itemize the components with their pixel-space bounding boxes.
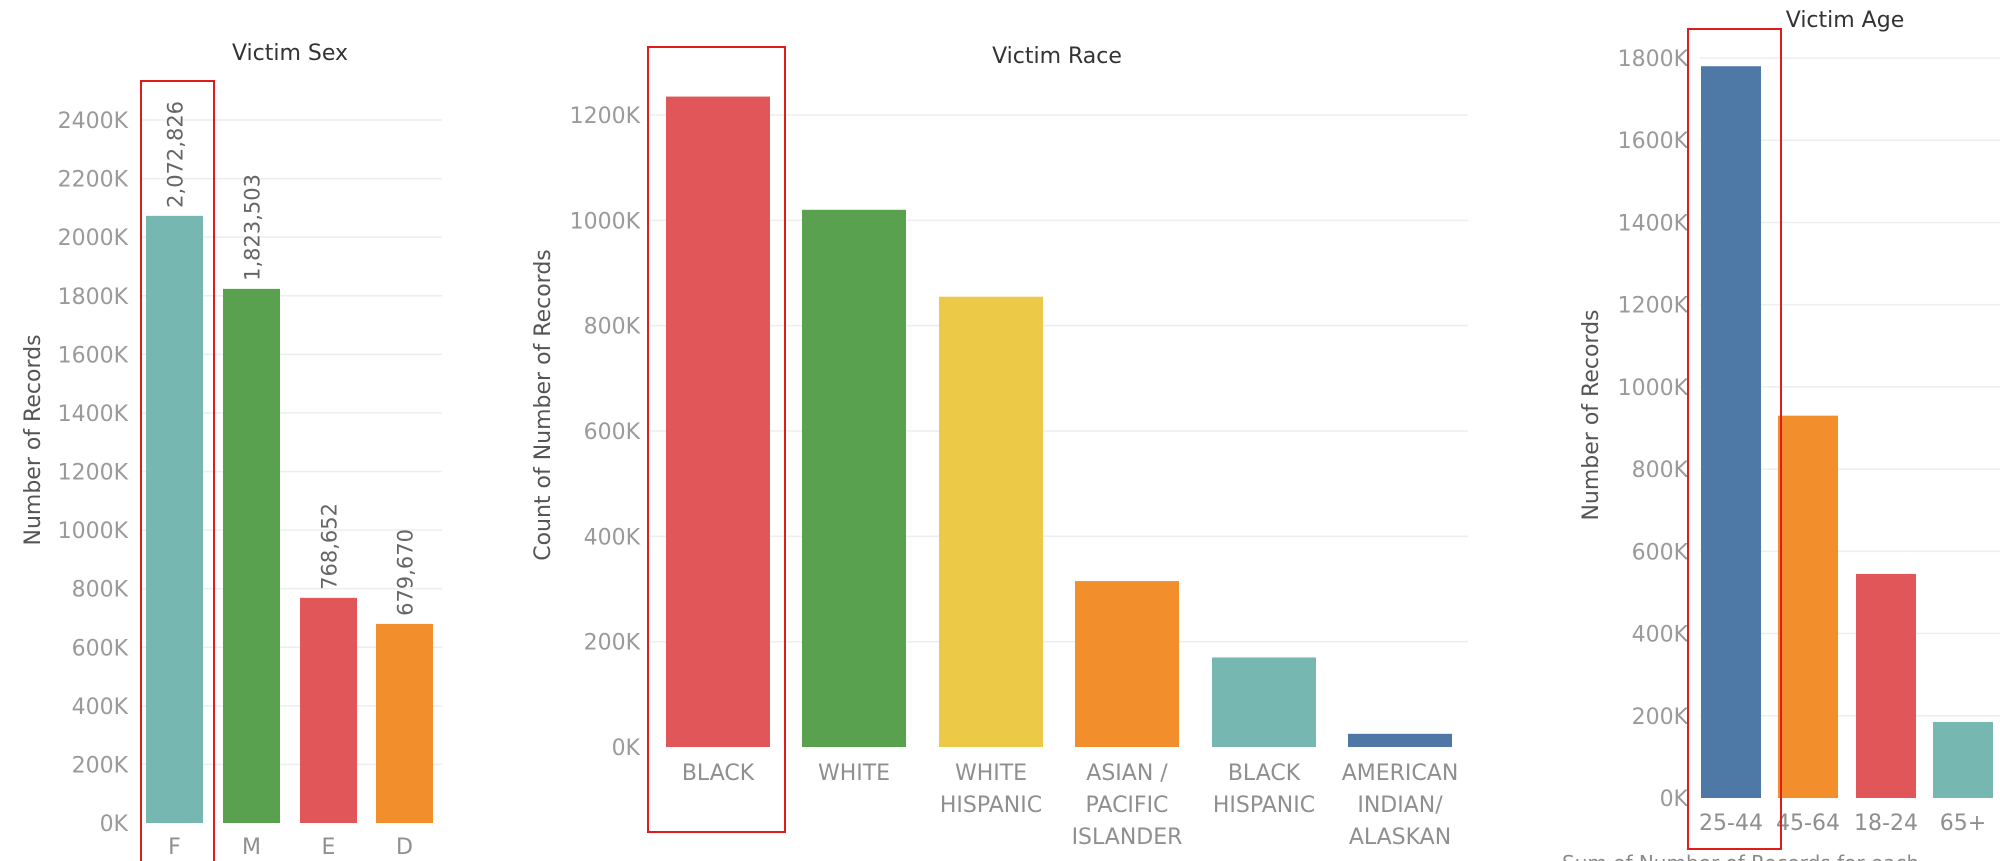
y-tick-label: 800K — [72, 578, 129, 603]
y-tick-label: 800K — [1632, 458, 1689, 483]
bar[interactable] — [1212, 657, 1316, 747]
y-tick-label: 200K — [1632, 705, 1689, 730]
bar[interactable] — [300, 597, 357, 823]
y-tick-label: 600K — [584, 420, 641, 445]
category-label: M — [242, 835, 261, 860]
y-tick-label: 1000K — [58, 519, 129, 544]
bar[interactable] — [1701, 66, 1761, 798]
chart-age: 0K 200K 400K 600K 800K 1000K 1200K 1400K 1600K 18… — [1562, 8, 2000, 861]
category-label: AMERICAN — [1342, 761, 1459, 786]
y-tick-label: 2400K — [58, 109, 129, 134]
category-label: 18-24 — [1854, 811, 1918, 836]
chart-title: Victim Sex — [232, 41, 348, 66]
category-label: PACIFIC — [1086, 793, 1169, 818]
category-label: HISPANIC — [1213, 793, 1315, 818]
y-tick-label: 1800K — [1618, 47, 1689, 72]
bar[interactable] — [802, 209, 906, 748]
y-tick-label: 0K — [612, 736, 641, 761]
y-tick-label: 800K — [584, 315, 641, 340]
y-tick-label: 1600K — [58, 343, 129, 368]
chart-title: Victim Race — [992, 44, 1122, 69]
y-tick-label: 200K — [72, 753, 129, 778]
category-label: 25-44 — [1699, 811, 1763, 836]
chart-race: 0K 200K 400K 600K 800K 1000K 1200K Victim Race C… — [531, 44, 1468, 850]
bar[interactable] — [1075, 581, 1179, 747]
highlight-box — [647, 46, 786, 833]
bar[interactable] — [939, 296, 1043, 747]
highlight-box — [140, 80, 215, 861]
category-label: BLACK — [1228, 761, 1301, 786]
y-tick-label: 1200K — [58, 461, 129, 486]
footer-note: Sum of Number of Records for each — [1562, 851, 1919, 861]
y-tick-label: 1000K — [1618, 376, 1689, 401]
y-tick-label: 1800K — [58, 285, 129, 310]
y-tick-label: 600K — [1632, 540, 1689, 565]
bar[interactable] — [223, 288, 280, 823]
highlight-box — [1687, 28, 1782, 850]
category-label: ALASKAN — [1349, 825, 1451, 850]
value-label: 1,823,503 — [241, 174, 265, 281]
y-tick-label: 1400K — [58, 402, 129, 427]
category-label: WHITE — [955, 761, 1027, 786]
y-tick-label: 200K — [584, 631, 641, 656]
category-label: WHITE — [818, 761, 890, 786]
y-tick-label: 400K — [72, 695, 129, 720]
bar[interactable] — [1778, 415, 1838, 798]
category-label: 45-64 — [1776, 811, 1840, 836]
y-tick-label: 1200K — [1618, 294, 1689, 319]
bar[interactable] — [666, 96, 770, 748]
chart-title: Victim Age — [1786, 8, 1905, 33]
y-tick-label: 1000K — [570, 209, 641, 234]
bar[interactable] — [146, 215, 203, 823]
category-label: BLACK — [682, 761, 755, 786]
value-label: 679,670 — [394, 529, 418, 616]
y-tick-label: 600K — [72, 636, 129, 661]
bar[interactable] — [1856, 573, 1916, 798]
category-label: HISPANIC — [940, 793, 1042, 818]
y-tick-label: 2000K — [58, 226, 129, 251]
y-tick-label: 1400K — [1618, 211, 1689, 236]
y-axis-label: Count of Number of Records — [531, 249, 556, 561]
y-axis-label: Number of Records — [1579, 309, 1604, 520]
category-label: F — [168, 835, 181, 860]
category-label: INDIAN/ — [1357, 793, 1443, 818]
value-label: 768,652 — [318, 503, 342, 590]
bar[interactable] — [1348, 733, 1452, 747]
category-label: ASIAN / — [1086, 761, 1168, 786]
category-label: 65+ — [1940, 811, 1986, 836]
category-label: D — [396, 835, 413, 860]
value-label: 2,072,826 — [164, 101, 188, 208]
y-tick-label: 0K — [1660, 787, 1689, 812]
y-tick-label: 0K — [100, 812, 129, 837]
category-label: E — [322, 835, 336, 860]
y-tick-label: 400K — [584, 525, 641, 550]
bar[interactable] — [1933, 721, 1993, 798]
y-axis-label: Number of Records — [21, 334, 46, 545]
category-label: ISLANDER — [1072, 825, 1183, 850]
y-tick-label: 1200K — [570, 104, 641, 129]
bar[interactable] — [376, 623, 433, 823]
y-tick-label: 2200K — [58, 168, 129, 193]
y-tick-label: 1600K — [1618, 129, 1689, 154]
chart-sex: 0K 200K 400K 600K 800K 1000K 1200K 1400K 1600K 18… — [21, 41, 442, 861]
y-tick-label: 400K — [1632, 623, 1689, 648]
